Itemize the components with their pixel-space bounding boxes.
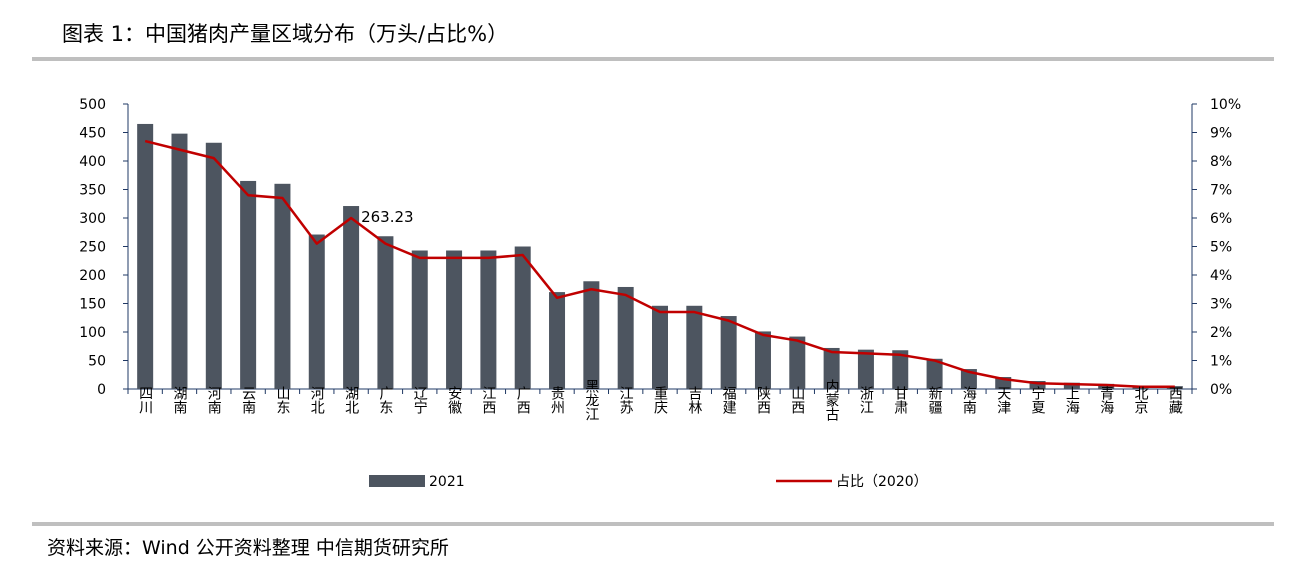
x-category-label: 陕西 bbox=[755, 386, 771, 414]
y-left-tick-label: 100 bbox=[79, 325, 106, 341]
bar-2021 bbox=[857, 349, 874, 389]
y-right-tick-label: 10% bbox=[1210, 97, 1241, 113]
source-note: 资料来源：Wind 公开资料整理 中信期货研究所 bbox=[47, 537, 449, 559]
x-category-label: 北京 bbox=[1133, 386, 1149, 414]
x-category-label: 西藏 bbox=[1167, 386, 1183, 414]
x-category-label: 黑龙江 bbox=[583, 379, 599, 421]
bar-2021 bbox=[617, 286, 634, 389]
y-right-tick-label: 1% bbox=[1210, 354, 1232, 370]
bar-2021 bbox=[137, 123, 154, 389]
y-left-tick-label: 50 bbox=[88, 354, 106, 370]
title-divider bbox=[32, 57, 1274, 61]
x-category-label: 甘肃 bbox=[892, 386, 908, 414]
y-left-tick-label: 500 bbox=[79, 97, 106, 113]
bar-2021 bbox=[995, 377, 1012, 389]
y-left-tick-label: 150 bbox=[79, 297, 106, 313]
page-title: 图表 1：中国猪肉产量区域分布（万头/占比%） bbox=[62, 22, 509, 46]
x-category-label: 四川 bbox=[137, 386, 153, 414]
plot-area: 0 50 100 150 200 250 300 350 400 450 500 0% 1% 2% 3% 4%… bbox=[79, 97, 1241, 490]
x-category-label: 浙江 bbox=[858, 386, 874, 414]
bar-line-chart: 0 50 100 150 200 250 300 350 400 450 500 0% 1% 2% 3% 4%… bbox=[79, 97, 1241, 490]
bar-2021 bbox=[549, 292, 566, 389]
bar-2021 bbox=[446, 250, 463, 389]
x-category-label: 湖北 bbox=[343, 386, 359, 415]
bar-2021 bbox=[411, 250, 428, 389]
x-category-label: 广西 bbox=[515, 386, 531, 414]
bar-2021 bbox=[686, 305, 703, 389]
x-category-label: 内蒙古 bbox=[824, 379, 840, 421]
bar-2021 bbox=[308, 234, 325, 389]
bar-2021 bbox=[960, 369, 977, 389]
x-category-label: 上海 bbox=[1064, 386, 1080, 414]
y-right-tick-label: 3% bbox=[1210, 297, 1232, 313]
legend-swatch-bar bbox=[369, 475, 425, 487]
y-left-tick-label: 0 bbox=[97, 382, 106, 398]
y-right-tick-label: 7% bbox=[1210, 183, 1232, 199]
y-left-tick-label: 300 bbox=[79, 211, 106, 227]
x-category-label: 新疆 bbox=[927, 386, 943, 414]
x-category-label: 湖南 bbox=[171, 386, 187, 414]
y-left-tick-label: 350 bbox=[79, 183, 106, 199]
y-right-tick-label: 8% bbox=[1210, 154, 1232, 170]
bar-2021 bbox=[1029, 381, 1046, 389]
bar-2021 bbox=[754, 331, 771, 389]
x-category-label: 宁夏 bbox=[1030, 385, 1046, 414]
x-category-label: 江苏 bbox=[618, 386, 634, 415]
y-left-tick-label: 400 bbox=[79, 154, 106, 170]
bar-2021 bbox=[1098, 383, 1115, 389]
y-left-tick-label: 250 bbox=[79, 240, 106, 256]
bar-2021 bbox=[480, 250, 497, 389]
x-category-label: 安徽 bbox=[446, 386, 462, 414]
x-category-label: 河北 bbox=[309, 386, 325, 415]
x-category-label: 福建 bbox=[721, 386, 737, 415]
y-right-tick-label: 6% bbox=[1210, 211, 1232, 227]
bar-2021 bbox=[926, 358, 943, 389]
bar-2021 bbox=[274, 183, 291, 389]
bar-2021 bbox=[514, 246, 531, 389]
x-category-label: 山西 bbox=[789, 386, 805, 414]
x-category-label: 广东 bbox=[377, 386, 393, 414]
x-category-label: 河南 bbox=[206, 386, 222, 414]
x-category-label: 海南 bbox=[961, 386, 977, 414]
x-category-label: 天津 bbox=[995, 386, 1011, 414]
y-right-tick-label: 0% bbox=[1210, 382, 1232, 398]
y-left-tick-label: 200 bbox=[79, 268, 106, 284]
legend-label-line: 占比（2020） bbox=[836, 474, 928, 490]
bar-2021 bbox=[823, 347, 840, 389]
bar-2021 bbox=[205, 142, 222, 389]
bar-2021 bbox=[789, 336, 806, 389]
data-label-annotation: 263.23 bbox=[361, 208, 414, 226]
y-right-tick-label: 9% bbox=[1210, 126, 1232, 142]
y-right-tick-label: 4% bbox=[1210, 268, 1232, 284]
bar-2021 bbox=[583, 281, 600, 389]
x-category-label: 云南 bbox=[240, 386, 256, 414]
x-category-label: 贵州 bbox=[549, 386, 565, 414]
y-right-tick-label: 5% bbox=[1210, 240, 1232, 256]
y-left-tick-label: 450 bbox=[79, 126, 106, 142]
bar-2021 bbox=[377, 236, 394, 389]
x-category-label: 重庆 bbox=[652, 386, 668, 414]
x-category-label: 江西 bbox=[480, 386, 496, 414]
y-right-tick-label: 2% bbox=[1210, 325, 1232, 341]
source-divider bbox=[32, 522, 1274, 526]
bar-2021 bbox=[1063, 382, 1080, 389]
x-category-label: 山东 bbox=[274, 386, 290, 414]
x-category-label: 青海 bbox=[1098, 386, 1114, 414]
line-share-2020 bbox=[144, 139, 1175, 388]
bar-2021 bbox=[240, 180, 257, 389]
bar-2021 bbox=[652, 305, 668, 389]
bar-2021 bbox=[343, 206, 360, 389]
x-category-label: 吉林 bbox=[686, 386, 702, 414]
bar-2021 bbox=[892, 350, 909, 389]
bar-2021 bbox=[171, 133, 188, 389]
x-category-label: 辽宁 bbox=[412, 386, 428, 414]
bar-2021 bbox=[720, 316, 737, 389]
legend-label-bar: 2021 bbox=[429, 474, 465, 490]
